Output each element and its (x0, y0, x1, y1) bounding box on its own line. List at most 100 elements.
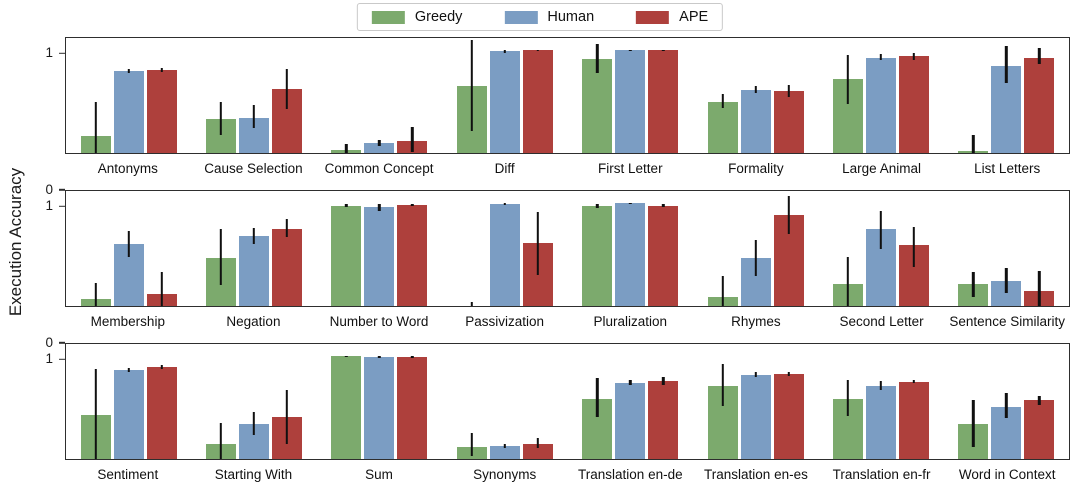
bar-group-common-concept (317, 38, 442, 153)
category-label: Synonyms (473, 467, 537, 482)
bar-human (239, 236, 270, 306)
category-label: Starting With (214, 467, 293, 482)
error-bar-human (1005, 46, 1008, 84)
bar-slot-human (239, 344, 270, 459)
error-bar-human (754, 371, 757, 377)
error-bar-ape (787, 85, 790, 97)
bar-human (489, 204, 520, 306)
bar-slot-ape (146, 38, 177, 153)
bar-group-sentence-similarity (944, 191, 1069, 306)
category-label: Membership (90, 314, 165, 329)
error-bar-human (127, 231, 130, 257)
bar-slot-ape (522, 191, 553, 306)
bar-slot-greedy (80, 38, 111, 153)
bar-group-pluralization (568, 191, 693, 306)
bar-ape (898, 56, 929, 153)
error-bar-human (127, 367, 130, 372)
error-bar-greedy (219, 423, 223, 459)
bar-ape (272, 229, 303, 306)
bar-slot-greedy (707, 344, 738, 459)
bar-ape (773, 373, 804, 459)
error-bar-ape (160, 67, 163, 72)
chart-legend: Greedy Human APE (356, 3, 724, 31)
error-bar-greedy (94, 368, 97, 459)
greedy-swatch-icon (371, 10, 405, 24)
bar-slot-human (865, 344, 896, 459)
bar-slot-greedy (582, 38, 613, 153)
bar-slot-greedy (832, 38, 863, 153)
error-bar-human (628, 203, 632, 205)
category-label: Sum (365, 467, 393, 482)
error-bar-greedy (972, 134, 975, 153)
bar-slot-human (113, 191, 144, 306)
bar-human (364, 142, 395, 153)
bar-slot-ape (1024, 191, 1055, 306)
error-bar-ape (661, 376, 665, 386)
subplot-row-1: 0 1 Antonyms Cause Selection Common Concept D… (45, 37, 1070, 196)
error-bar-greedy (721, 276, 724, 306)
bar-slot-ape (1024, 344, 1055, 459)
error-bar-greedy (846, 379, 850, 416)
plot-box-row-1 (65, 37, 1070, 154)
bar-slot-human (991, 38, 1022, 153)
error-bar-greedy (595, 204, 599, 209)
category-label: Cause Selection (204, 161, 303, 176)
error-bar-ape (787, 196, 790, 235)
bar-slot-greedy (457, 191, 487, 306)
bar-slot-ape (397, 191, 428, 306)
error-bar-human (378, 356, 381, 359)
bar-slot-greedy (206, 191, 237, 306)
bar-human (364, 357, 395, 459)
category-label: Translation en-fr (832, 467, 931, 482)
bar-ape (522, 50, 553, 153)
error-bar-human (628, 50, 632, 52)
error-bar-ape (411, 127, 414, 152)
category-label: Passivization (465, 314, 545, 329)
error-bar-human (754, 240, 757, 277)
bar-greedy (331, 206, 362, 306)
bar-group-translation-en-de (568, 344, 693, 459)
category-label: Negation (226, 314, 281, 329)
y-tick-mark (59, 189, 65, 191)
error-bar-human (378, 204, 381, 211)
bar-slot-human (239, 38, 270, 153)
bar-ape (898, 382, 929, 459)
error-bar-greedy (470, 40, 474, 132)
bar-slot-ape (146, 344, 177, 459)
legend-label-greedy: Greedy (414, 9, 463, 25)
error-bar-ape (787, 371, 790, 376)
bar-group-starting-with (191, 344, 316, 459)
bar-group-negation (191, 191, 316, 306)
error-bar-greedy (345, 204, 348, 208)
error-bar-human (879, 380, 883, 391)
error-bar-greedy (595, 377, 599, 417)
bar-slot-greedy (707, 191, 738, 306)
category-label: Second Letter (839, 314, 924, 329)
error-bar-greedy (595, 44, 599, 73)
error-bar-greedy (345, 356, 348, 358)
error-bar-ape (536, 438, 540, 448)
error-bar-human (252, 227, 256, 245)
error-bar-ape (160, 272, 163, 306)
bar-slot-ape (1024, 38, 1055, 153)
bar-slot-greedy (331, 344, 362, 459)
error-bar-ape (411, 356, 414, 359)
error-bar-human (252, 104, 256, 129)
bar-group-cause-selection (191, 38, 316, 153)
bar-greedy (582, 206, 613, 306)
bar-slot-human (113, 344, 144, 459)
error-bar-human (879, 210, 883, 249)
bar-group-antonyms (66, 38, 191, 153)
category-label-row-1: Antonyms Cause Selection Common Concept Dif… (65, 154, 1070, 190)
bar-ape (146, 69, 177, 153)
bar-slot-greedy (958, 344, 989, 459)
bar-human (865, 57, 896, 153)
subplot-row-2: 0 1 Membership Negation Number to Word Passiv… (45, 190, 1070, 349)
bar-slot-greedy (80, 191, 111, 306)
bar-ape (397, 357, 428, 459)
category-label: Sentence Similarity (949, 314, 1065, 329)
error-bar-greedy (846, 55, 850, 104)
bar-slot-ape (272, 38, 303, 153)
bar-slot-greedy (832, 344, 863, 459)
category-label-row-2: Membership Negation Number to Word Passiviz… (65, 307, 1070, 343)
